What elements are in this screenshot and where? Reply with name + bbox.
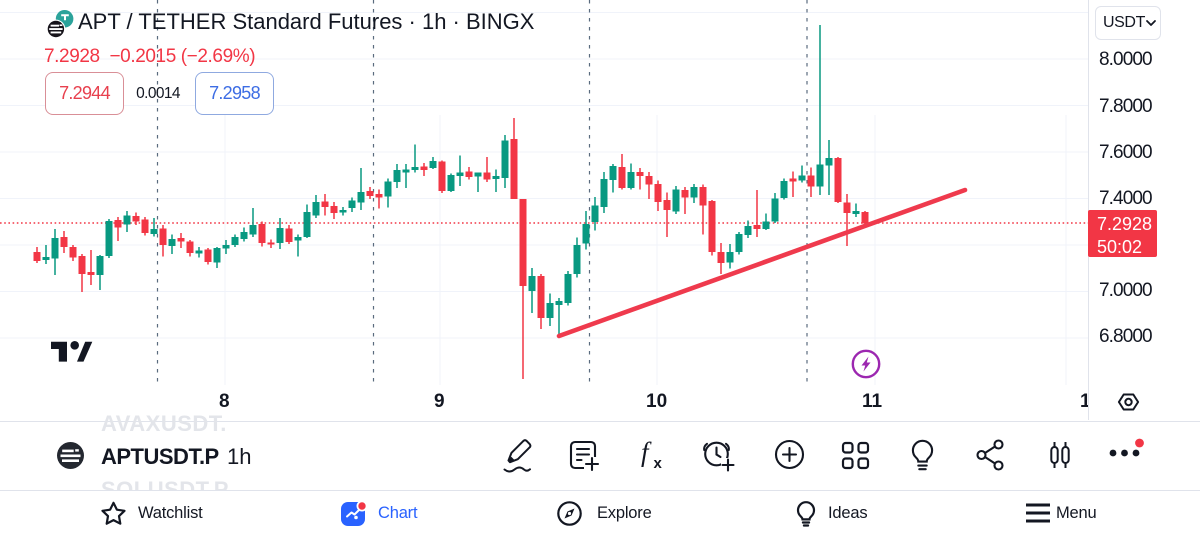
svg-text:f: f xyxy=(641,438,652,467)
svg-text:x: x xyxy=(654,455,663,472)
